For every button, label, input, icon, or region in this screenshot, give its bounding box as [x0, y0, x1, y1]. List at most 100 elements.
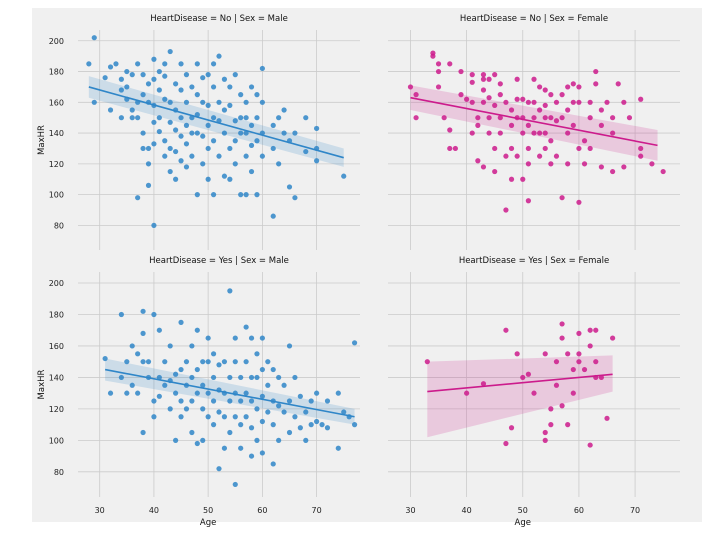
data-point: [248, 335, 255, 341]
x-tick-label: 30: [95, 506, 105, 515]
data-point: [129, 343, 135, 349]
data-point: [447, 127, 453, 133]
data-point: [565, 422, 571, 428]
data-point: [145, 161, 152, 167]
y-tick-label: 80: [54, 221, 64, 230]
x-axis-label: Age: [515, 518, 531, 528]
x-tick-label: 50: [203, 506, 213, 515]
regression-line: [104, 368, 355, 418]
y-axis-label: MaxHR: [37, 369, 47, 399]
y-tick-label: 180: [49, 310, 64, 319]
data-point: [492, 168, 498, 175]
data-point: [525, 99, 531, 105]
data-point: [189, 153, 195, 159]
data-point: [162, 96, 168, 102]
data-point: [581, 161, 588, 167]
data-point: [113, 61, 119, 67]
data-point: [140, 72, 146, 78]
data-point: [292, 130, 298, 136]
data-point: [162, 61, 168, 67]
data-point: [335, 390, 341, 396]
data-point: [593, 68, 599, 75]
data-point: [270, 461, 276, 467]
data-point: [587, 115, 593, 121]
data-point: [183, 122, 190, 128]
data-point: [183, 99, 190, 105]
y-tick-label: 180: [49, 68, 64, 77]
data-point: [173, 127, 179, 133]
data-point: [520, 176, 526, 182]
data-point: [486, 76, 492, 82]
data-point: [178, 319, 184, 325]
data-point: [178, 61, 184, 67]
data-point: [559, 403, 565, 409]
data-point: [508, 122, 515, 128]
data-point: [124, 84, 130, 90]
data-point: [232, 161, 238, 167]
data-point: [497, 92, 503, 98]
data-point: [480, 381, 487, 387]
data-point: [178, 414, 184, 420]
data-point: [227, 398, 233, 404]
data-point: [531, 115, 537, 121]
data-point: [308, 398, 314, 404]
data-point: [243, 324, 249, 330]
data-point: [525, 371, 531, 377]
data-point: [508, 107, 515, 113]
data-point: [221, 130, 228, 136]
data-point: [238, 374, 244, 381]
data-point: [178, 366, 184, 373]
data-point: [135, 115, 141, 121]
data-point: [167, 99, 173, 105]
data-point: [118, 115, 124, 121]
y-tick-label: 140: [49, 373, 64, 382]
data-point: [194, 440, 200, 447]
data-point: [243, 390, 249, 396]
data-point: [531, 130, 537, 136]
data-point: [91, 99, 97, 105]
data-point: [254, 92, 260, 98]
data-point: [581, 138, 588, 144]
data-point: [151, 222, 157, 228]
data-point: [200, 437, 206, 443]
data-point: [503, 207, 509, 213]
data-point: [194, 192, 200, 198]
data-point: [124, 359, 130, 365]
y-tick-label: 160: [49, 98, 64, 107]
data-point: [638, 153, 644, 159]
data-point: [407, 84, 414, 90]
data-point: [413, 92, 419, 98]
y-tick-label: 200: [49, 279, 64, 288]
data-point: [216, 153, 222, 159]
data-point: [660, 168, 666, 175]
y-tick-label: 200: [49, 37, 64, 46]
data-point: [183, 141, 190, 147]
x-tick-label: 60: [574, 506, 584, 515]
data-point: [324, 425, 331, 431]
data-point: [124, 390, 130, 396]
data-point: [210, 398, 217, 404]
data-point: [497, 81, 503, 87]
data-point: [553, 153, 560, 159]
data-point: [514, 153, 520, 159]
data-point: [570, 390, 576, 396]
y-tick-label: 100: [49, 436, 64, 445]
data-point: [537, 107, 543, 113]
x-tick-label: 40: [149, 506, 159, 515]
data-point: [238, 445, 244, 451]
data-point: [210, 374, 217, 381]
data-point: [598, 122, 604, 128]
data-point: [227, 288, 233, 294]
data-point: [281, 382, 287, 388]
x-tick-label: 70: [312, 506, 322, 515]
data-point: [587, 145, 593, 152]
data-point: [531, 99, 537, 105]
data-point: [173, 437, 179, 443]
data-point: [587, 99, 593, 105]
data-point: [238, 422, 244, 428]
data-point: [248, 453, 255, 459]
data-point: [475, 122, 481, 128]
data-point: [140, 330, 146, 336]
data-point: [435, 84, 442, 90]
data-point: [559, 321, 565, 327]
